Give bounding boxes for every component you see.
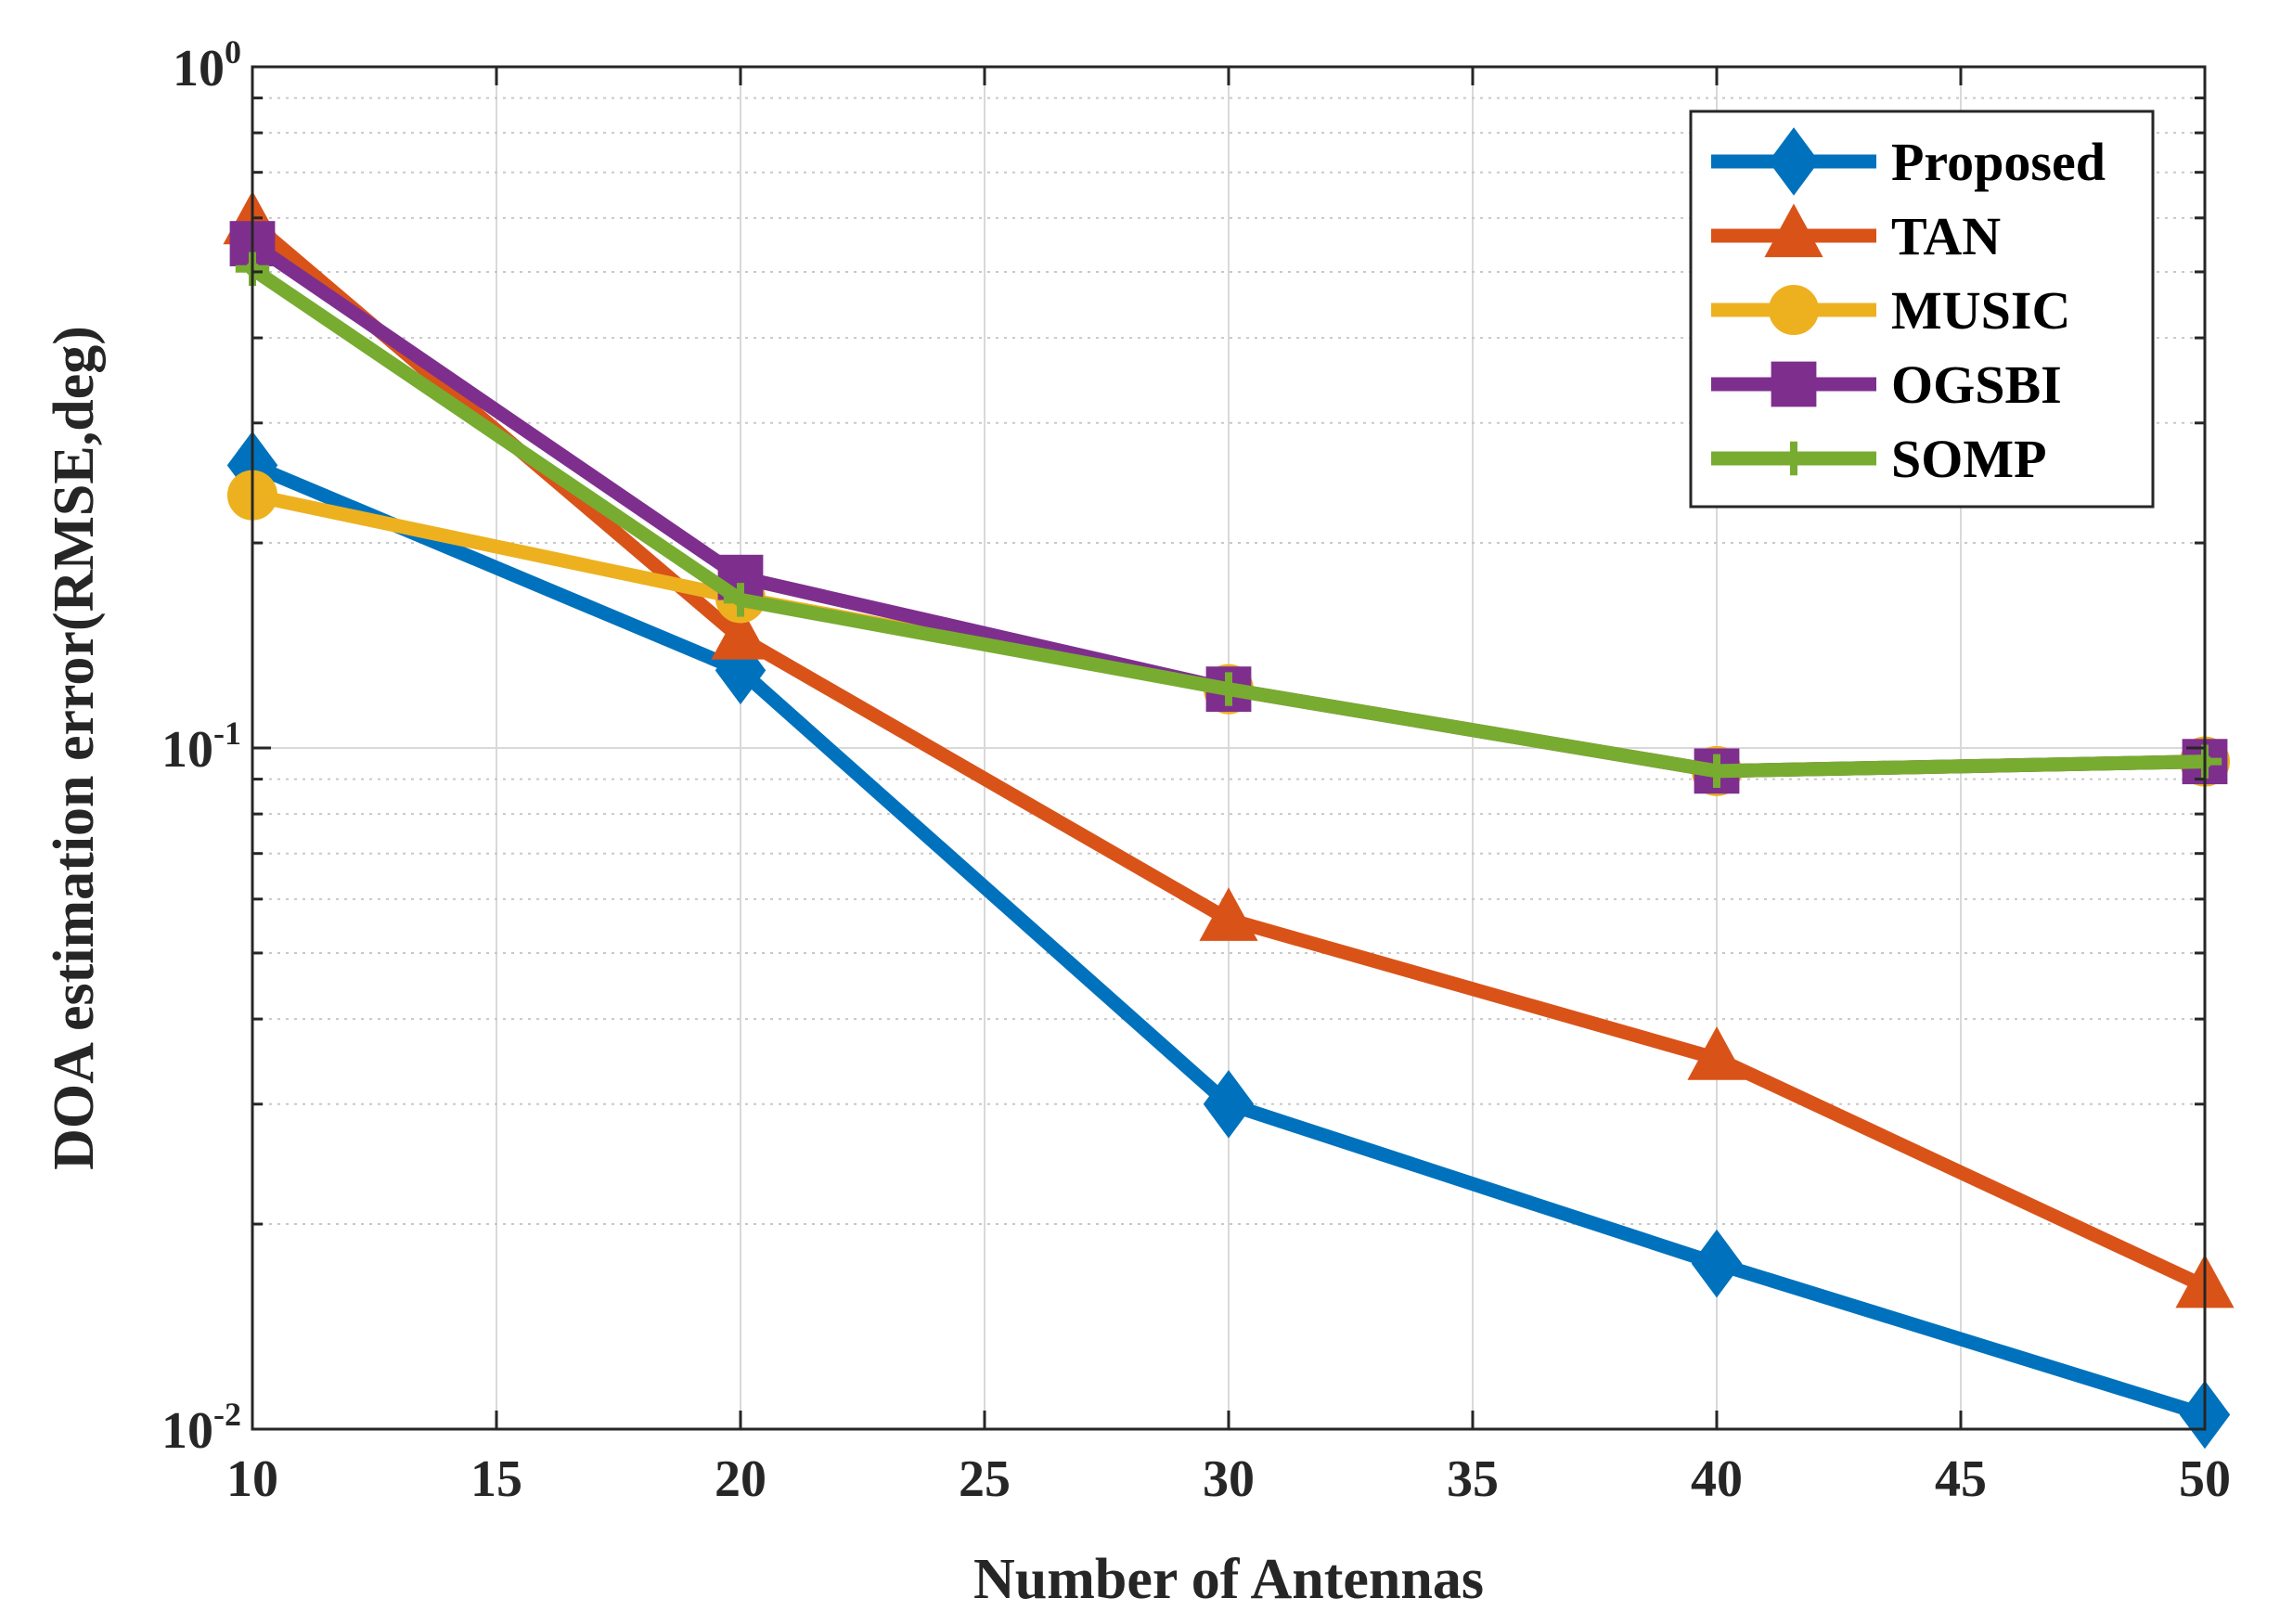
legend-marker [1769, 285, 1819, 335]
data-point-proposed [715, 636, 766, 705]
data-point-somp [1211, 672, 1246, 706]
legend-item-music: MUSIC [1711, 280, 2070, 341]
legend-item-tan: TAN [1711, 203, 2001, 266]
legend-marker [1768, 127, 1820, 196]
x-tick-label: 35 [1447, 1450, 1499, 1508]
legend-item-proposed: Proposed [1711, 127, 2106, 196]
legend-marker [1776, 441, 1811, 476]
y-tick-label: 10-2 [161, 1396, 241, 1460]
x-tick-label: 15 [470, 1450, 522, 1508]
legend-marker [1771, 361, 1817, 407]
legend-label: SOMP [1891, 429, 2047, 489]
tick-labels: 10 15 20 25 30 35 40 45 50 10-2 10-1 100 [161, 33, 2231, 1508]
legend-label: Proposed [1891, 132, 2106, 192]
data-point-tan [711, 605, 770, 660]
legend-marker [1764, 203, 1823, 258]
axes [251, 65, 2207, 1431]
x-tick-label: 30 [1203, 1450, 1255, 1508]
y-axis-label: DOA estimation error(RMSE,deg) [43, 326, 106, 1170]
legend: Proposed TAN MUSIC OGSBI SOMP [1689, 110, 2155, 509]
data-point-somp [723, 583, 758, 617]
data-point-tan [1199, 887, 1258, 941]
y-tick-label: 10-1 [161, 715, 241, 779]
y-tick-label: 100 [173, 33, 241, 97]
x-axis-label: Number of Antennas [973, 1548, 1484, 1611]
legend-label: OGSBI [1891, 354, 2062, 415]
x-tick-label: 25 [959, 1450, 1011, 1508]
x-tick-label: 45 [1935, 1450, 1987, 1508]
x-tick-label: 40 [1691, 1450, 1743, 1508]
legend-label: MUSIC [1891, 280, 2070, 341]
series-group [223, 190, 2235, 1450]
x-tick-label: 20 [715, 1450, 766, 1508]
data-point-proposed [1203, 1070, 1255, 1139]
data-point-somp [1699, 754, 1734, 789]
data-point-proposed [1691, 1229, 1743, 1298]
legend-item-ogsbi: OGSBI [1711, 354, 2062, 415]
x-tick-label: 10 [226, 1450, 278, 1508]
legend-label: TAN [1891, 206, 2001, 266]
legend-item-somp: SOMP [1711, 429, 2047, 489]
data-point-tan [1687, 1026, 1746, 1080]
x-tick-label: 50 [2179, 1450, 2231, 1508]
